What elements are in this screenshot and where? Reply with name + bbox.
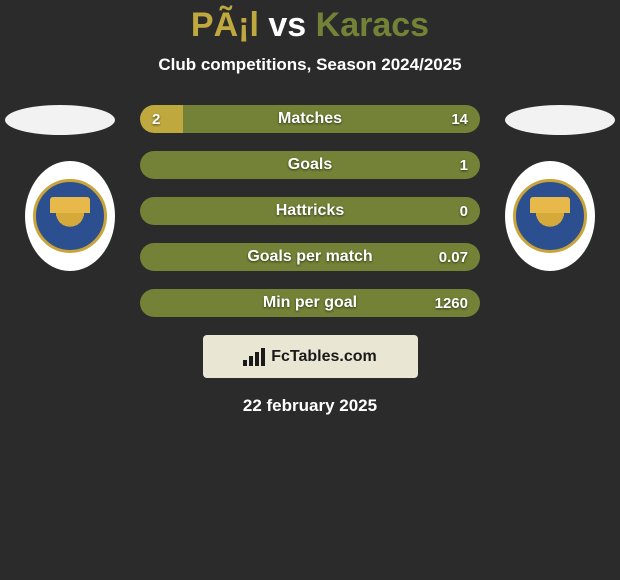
stat-bar: Hattricks0 — [140, 197, 480, 225]
stat-bar: Goals per match0.07 — [140, 243, 480, 271]
stat-bar-right-value: 14 — [439, 105, 480, 133]
comparison-title: PÃ¡l vs Karacs — [0, 0, 620, 45]
stat-bar-left-value — [140, 197, 164, 225]
player1-name: PÃ¡l — [191, 6, 259, 44]
stat-bar: Goals1 — [140, 151, 480, 179]
stat-bar-left-value — [140, 243, 164, 271]
stat-bars: Matches2 14 Goals1 Hattricks0 Goals per matc… — [140, 105, 480, 317]
stat-bar-label: Goals — [140, 151, 480, 179]
stat-bar-label: Matches — [140, 105, 480, 133]
stat-bar-right-value: 1 — [448, 151, 480, 179]
flag-right — [505, 105, 615, 135]
brand-text: FcTables.com — [271, 348, 377, 366]
comparison-stage: Matches2 14 Goals1 Hattricks0 Goals per matc… — [0, 105, 620, 416]
date-text: 22 february 2025 — [0, 396, 620, 416]
stat-bar-label: Hattricks — [140, 197, 480, 225]
stat-bar: Matches2 14 — [140, 105, 480, 133]
brand-box: FcTables.com — [203, 335, 418, 378]
stat-bar-left-value — [140, 151, 164, 179]
team-crest-icon — [513, 179, 587, 253]
stat-bar-right-value: 1260 — [423, 289, 480, 317]
subtitle: Club competitions, Season 2024/2025 — [0, 55, 620, 75]
brand-chart-icon — [243, 348, 265, 366]
stat-bar-left-value — [140, 289, 164, 317]
stat-bar: Min per goal1260 — [140, 289, 480, 317]
team-badge-right — [505, 161, 595, 271]
stat-bar-right-value: 0.07 — [427, 243, 480, 271]
team-crest-icon — [33, 179, 107, 253]
stat-bar-right-value: 0 — [448, 197, 480, 225]
title-vs: vs — [259, 6, 316, 44]
flag-left — [5, 105, 115, 135]
player2-name: Karacs — [316, 6, 429, 44]
team-badge-left — [25, 161, 115, 271]
stat-bar-left-value: 2 — [140, 105, 172, 133]
